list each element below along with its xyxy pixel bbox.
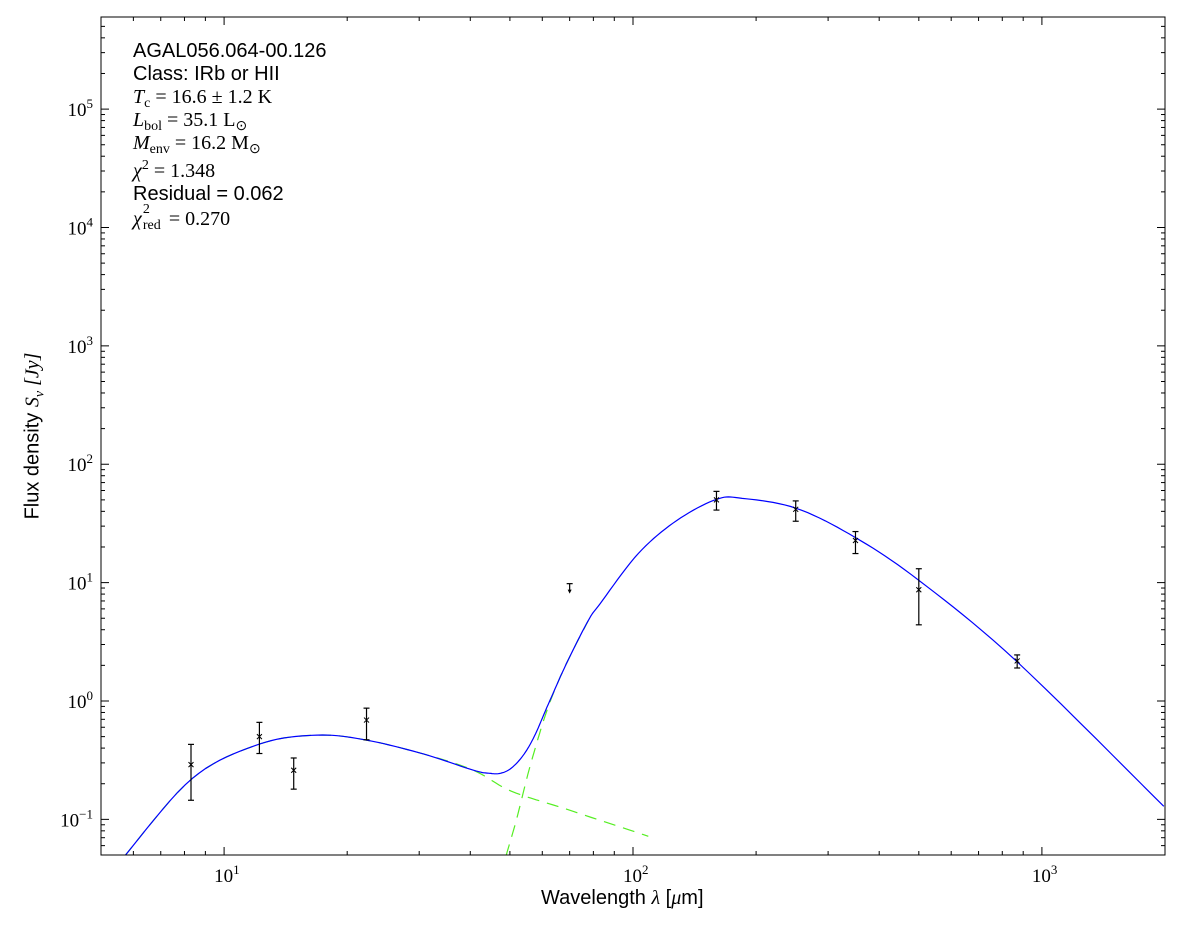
x-tick-label: 102 bbox=[623, 862, 649, 887]
tick-base: 10 bbox=[68, 218, 87, 239]
total-fit-line bbox=[124, 496, 1165, 855]
tick-base: 10 bbox=[68, 455, 87, 476]
tick-exp: 1 bbox=[233, 862, 240, 877]
x-label-prefix: Wavelength bbox=[541, 887, 652, 909]
data-point bbox=[256, 733, 263, 740]
chired-sym: χ bbox=[133, 208, 142, 230]
mass-label: Menv = 16.2 M⊙ bbox=[133, 132, 261, 157]
plot-content bbox=[124, 490, 1165, 855]
y-tick-label: 101 bbox=[68, 570, 94, 595]
tick-base: 10 bbox=[214, 866, 233, 887]
tick-exp: 4 bbox=[87, 214, 94, 229]
t-sym: T bbox=[133, 86, 145, 108]
l-sub: bol bbox=[144, 119, 163, 134]
cold-component-line bbox=[505, 620, 589, 855]
chired-sup: 2 bbox=[142, 202, 150, 217]
m-sub: env bbox=[149, 142, 170, 157]
chired-sub: red bbox=[142, 218, 161, 233]
x-axis-label: Wavelength λ [μm] bbox=[541, 887, 704, 910]
y-axis-label: Flux density Sν [Jy] bbox=[22, 353, 49, 520]
chi2red-label: χ 2 red = 0.270 bbox=[133, 203, 231, 233]
x-label-symbol: λ bbox=[651, 887, 661, 909]
m-value: = 16.2 M bbox=[169, 132, 249, 154]
chi-sup: 2 bbox=[141, 158, 149, 173]
x-label-mu: μ bbox=[671, 887, 682, 909]
y-tick-label: 104 bbox=[68, 214, 94, 239]
x-label-open: [ bbox=[660, 887, 672, 909]
t-value: = 16.6 ± 1.2 K bbox=[150, 86, 273, 108]
data-point bbox=[852, 537, 859, 544]
tick-exp: 3 bbox=[1051, 862, 1058, 877]
data-point bbox=[792, 506, 799, 513]
data-point bbox=[713, 497, 720, 503]
data-point bbox=[188, 761, 194, 768]
m-sun: ⊙ bbox=[248, 142, 261, 157]
tick-exp: −1 bbox=[79, 806, 93, 821]
tick-exp: 5 bbox=[87, 96, 94, 111]
y-tick-label: 102 bbox=[68, 451, 94, 476]
luminosity-label: Lbol = 35.1 L⊙ bbox=[133, 109, 247, 134]
x-tick-label: 101 bbox=[214, 862, 240, 887]
chired-value: = 0.270 bbox=[163, 208, 231, 230]
y-tick-label: 100 bbox=[68, 688, 94, 713]
l-sun: ⊙ bbox=[235, 119, 248, 134]
tick-exp: 2 bbox=[87, 451, 94, 466]
x-label-rest: m] bbox=[681, 887, 704, 909]
upper-limit-arrow bbox=[567, 589, 572, 594]
tick-exp: 0 bbox=[87, 688, 94, 703]
temperature-label: Tc = 16.6 ± 1.2 K bbox=[133, 86, 273, 111]
y-tick-label: 105 bbox=[68, 96, 94, 121]
tick-base: 10 bbox=[60, 810, 79, 831]
tick-exp: 1 bbox=[87, 570, 94, 585]
y-label-unit: [Jy] bbox=[21, 352, 44, 391]
y-label-symbol: S bbox=[21, 397, 44, 408]
tick-base: 10 bbox=[68, 574, 87, 595]
y-label-sub: ν bbox=[32, 390, 48, 398]
data-point bbox=[290, 767, 297, 774]
source-name: AGAL056.064-00.126 bbox=[133, 40, 327, 62]
source-class: Class: IRb or HII bbox=[133, 63, 280, 85]
residual-label: Residual = 0.062 bbox=[133, 183, 284, 205]
t-sub: c bbox=[144, 96, 151, 111]
x-tick-label: 103 bbox=[1032, 862, 1058, 887]
chired-scripts: 2 red bbox=[142, 203, 164, 233]
tick-exp: 2 bbox=[642, 862, 649, 877]
tick-base: 10 bbox=[68, 692, 87, 713]
warm-component-line bbox=[124, 734, 649, 855]
y-tick-label: 103 bbox=[68, 333, 94, 358]
y-tick-label: 10−1 bbox=[60, 806, 93, 831]
data-point bbox=[915, 586, 922, 593]
l-value: = 35.1 L bbox=[162, 109, 236, 131]
chi2-label: χ2 = 1.348 bbox=[133, 158, 216, 182]
chi-sym: χ bbox=[133, 160, 142, 182]
chi-value: = 1.348 bbox=[148, 160, 216, 182]
tick-exp: 3 bbox=[87, 333, 94, 348]
data-point bbox=[1014, 658, 1021, 664]
tick-base: 10 bbox=[1032, 866, 1051, 887]
l-sym: L bbox=[133, 109, 145, 131]
tick-base: 10 bbox=[623, 866, 642, 887]
tick-base: 10 bbox=[68, 337, 87, 358]
m-sym: M bbox=[133, 132, 150, 154]
y-label-prefix: Flux density bbox=[21, 407, 44, 520]
tick-base: 10 bbox=[68, 100, 87, 121]
data-point bbox=[363, 717, 370, 723]
